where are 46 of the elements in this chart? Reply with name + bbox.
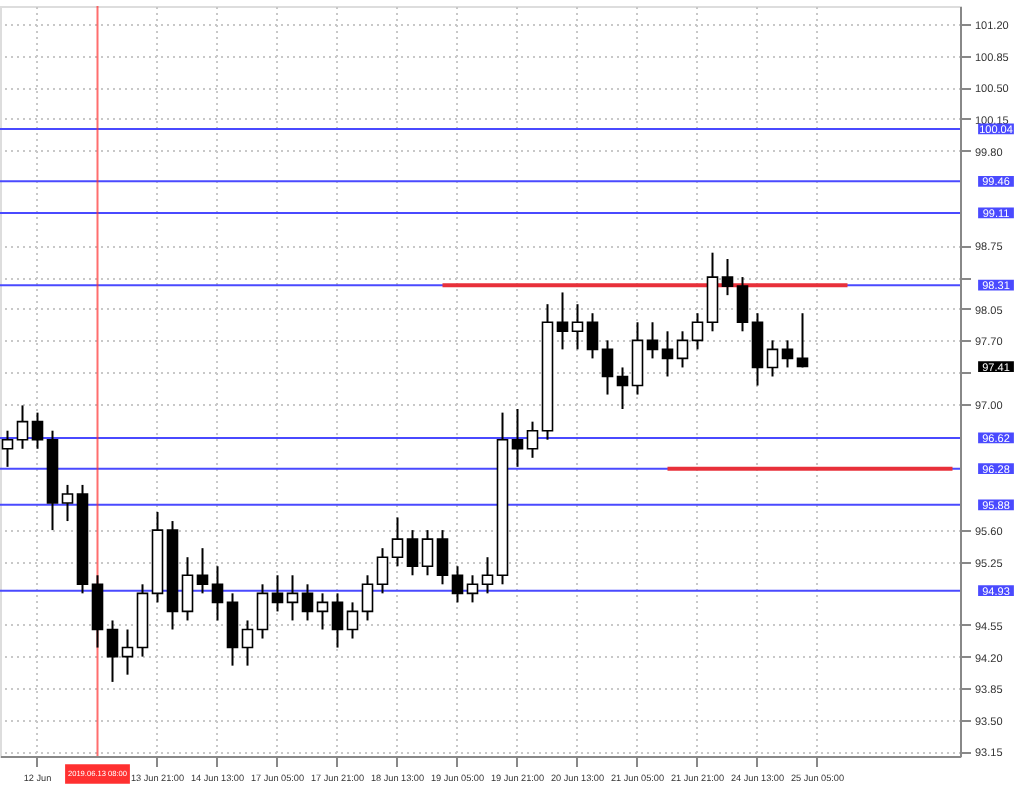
candlestick — [256, 583, 269, 640]
candlestick — [481, 556, 494, 595]
candlestick — [361, 574, 374, 622]
candlestick — [556, 291, 569, 351]
candlestick — [511, 408, 524, 468]
candlestick — [316, 592, 329, 631]
candlestick — [196, 547, 209, 595]
candlestick — [661, 330, 674, 378]
candlestick — [571, 303, 584, 351]
candlestick — [346, 601, 359, 640]
candlestick — [586, 312, 599, 360]
candlestick — [226, 592, 239, 667]
candlestick — [31, 411, 44, 450]
candlestick — [181, 556, 194, 622]
candlestick — [706, 251, 719, 333]
candlestick — [631, 321, 644, 396]
candlestick — [301, 583, 314, 622]
candlestick — [91, 574, 104, 649]
candlestick — [451, 565, 464, 604]
candlestick — [766, 339, 779, 378]
candlestick — [796, 312, 809, 369]
candlestick — [601, 339, 614, 396]
candlestick — [526, 420, 539, 459]
candlestick — [391, 516, 404, 568]
candlestick — [16, 404, 29, 450]
candlestick — [751, 312, 764, 387]
candlestick — [211, 565, 224, 622]
candlestick — [421, 529, 434, 577]
candlestick — [121, 628, 134, 676]
candlestick — [616, 366, 629, 411]
candlestick — [106, 619, 119, 683]
candlestick — [286, 574, 299, 622]
candlestick — [271, 574, 284, 613]
candlestick — [736, 276, 749, 333]
candlestick — [331, 592, 344, 649]
candlestick — [466, 574, 479, 604]
candlestick — [376, 547, 389, 595]
candlestick — [61, 483, 74, 523]
candlestick — [721, 258, 734, 297]
candlestick — [676, 330, 689, 369]
candlestick — [241, 619, 254, 667]
candlestick — [646, 321, 659, 360]
candlestick — [436, 529, 449, 586]
candlestick — [781, 339, 794, 369]
candlestick — [691, 312, 704, 351]
candlestick — [406, 529, 419, 577]
